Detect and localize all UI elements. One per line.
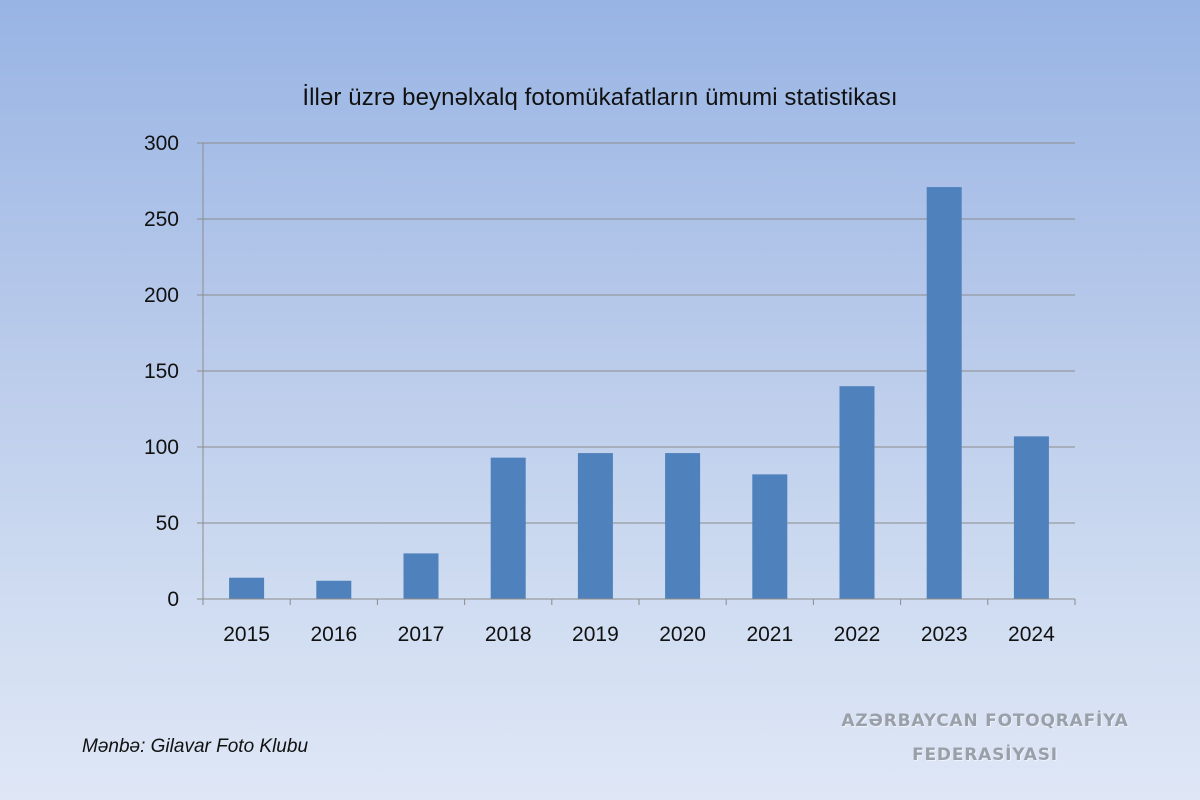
x-tick-label: 2020	[659, 623, 706, 646]
chart-title: İllər üzrə beynəlxalq fotomükafatların ü…	[302, 84, 898, 111]
x-tick-label: 2017	[398, 623, 445, 646]
bar-2020	[665, 453, 701, 599]
y-tick-label: 50	[156, 512, 179, 535]
bar-2024	[1013, 436, 1049, 599]
x-tick-label: 2022	[834, 623, 881, 646]
x-tick-label: 2023	[921, 623, 968, 646]
y-tick-label: 200	[144, 284, 179, 307]
tick-labels: 0 50 100 150 200 250 300 2015 2016 2017 2018 2019 20…	[144, 132, 1055, 646]
bar-2016	[316, 580, 352, 599]
y-tick-label: 300	[144, 132, 179, 155]
x-tick-label: 2019	[572, 623, 619, 646]
watermark-line-2: FEDERASİYASI	[912, 745, 1058, 765]
bar-2018	[490, 457, 526, 599]
bar-2019	[577, 453, 613, 599]
bars	[229, 187, 1049, 599]
bar-2015	[229, 577, 265, 599]
x-tick-label: 2016	[310, 623, 357, 646]
gridlines	[203, 142, 1075, 524]
bar-2022	[839, 386, 875, 599]
federation-watermark: AZƏRBAYCAN FOTOQRAFİYA FEDERASİYASI	[820, 704, 1150, 772]
watermark-line-1: AZƏRBAYCAN FOTOQRAFİYA	[841, 711, 1129, 731]
axes	[197, 142, 1076, 605]
x-tick-label: 2018	[485, 623, 532, 646]
x-tick-label: 2024	[1008, 623, 1055, 646]
bar-2021	[752, 474, 788, 599]
y-tick-label: 250	[144, 208, 179, 231]
y-tick-label: 0	[167, 588, 179, 611]
x-tick-label: 2021	[746, 623, 793, 646]
bar-2017	[403, 553, 439, 599]
bar-2023	[926, 187, 962, 599]
y-tick-label: 150	[144, 360, 179, 383]
x-tick-label: 2015	[223, 623, 270, 646]
y-tick-label: 100	[144, 436, 179, 459]
source-note: Mənbə: Gilavar Foto Klubu	[82, 736, 309, 757]
